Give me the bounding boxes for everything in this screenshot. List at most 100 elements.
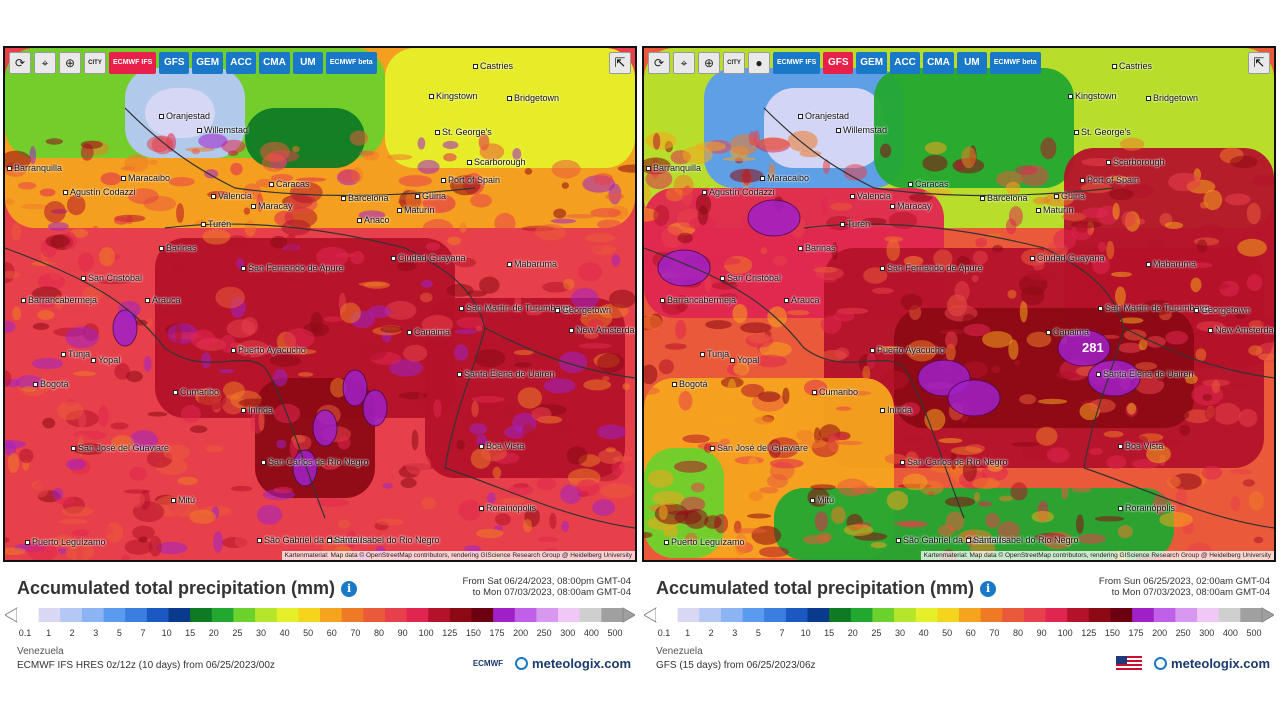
city-label: Georgetown bbox=[1194, 306, 1250, 315]
city-label: Ciudad Guayana bbox=[1030, 254, 1105, 263]
city-label: Maracay bbox=[890, 202, 932, 211]
color-scale-ticks: 0.1 1 2 3 5 7 10 15 20 25 30 40 50 60 70 80 90 100 125 150 1… bbox=[644, 628, 1274, 640]
model-button-cma[interactable]: CMA bbox=[259, 52, 290, 74]
refresh-icon[interactable]: ⟳ bbox=[9, 52, 31, 74]
scale-tick-label: 2 bbox=[69, 628, 75, 638]
city-label: Inírida bbox=[241, 406, 273, 415]
city-label: Bridgetown bbox=[507, 94, 559, 103]
city-label: Agustín Codazzi bbox=[702, 188, 775, 197]
refresh-icon[interactable]: ⟳ bbox=[648, 52, 670, 74]
city-label: Arauca bbox=[784, 296, 820, 305]
city-label: Rorainópolis bbox=[479, 504, 536, 513]
scale-tick-label: 50 bbox=[942, 628, 953, 638]
scale-tick-label: 1 bbox=[46, 628, 52, 638]
model-button-ecmwf-ifs[interactable]: ECMWF IFS bbox=[109, 52, 157, 74]
city-label: Santa Elena de Uairen bbox=[457, 370, 555, 379]
model-button-um[interactable]: UM bbox=[292, 52, 323, 74]
model-button-gem[interactable]: GEM bbox=[856, 52, 888, 74]
precipitation-map-gfs[interactable]: ⟳ ⌖ ⊕ CITY ● ECMWF IFS GFS GEM ACC CMA UM ECMWF bet… bbox=[642, 46, 1276, 562]
city-label: San Carlos de Río Negro bbox=[261, 458, 369, 467]
share-icon[interactable]: ⇱ bbox=[609, 52, 631, 74]
model-button-gfs[interactable]: GFS bbox=[823, 52, 854, 74]
brand[interactable]: meteologix.com bbox=[1116, 656, 1270, 671]
info-icon[interactable]: i bbox=[980, 580, 997, 597]
city-label: Caracas bbox=[269, 180, 310, 189]
scale-tick-label: 300 bbox=[1199, 628, 1215, 638]
scale-tick-label: 400 bbox=[583, 628, 599, 638]
location-pin-icon[interactable]: ⌖ bbox=[673, 52, 695, 74]
city-toggle-icon[interactable]: CITY bbox=[84, 52, 106, 74]
scale-tick-label: 125 bbox=[442, 628, 458, 638]
city-label: San Cristóbal bbox=[81, 274, 142, 283]
model-button-gfs[interactable]: GFS bbox=[159, 52, 190, 74]
city-label: Maracaibo bbox=[760, 174, 809, 183]
scale-tick-label: 175 bbox=[1128, 628, 1144, 638]
scale-tick-label: 500 bbox=[607, 628, 623, 638]
city-toggle-icon[interactable]: CITY bbox=[723, 52, 745, 74]
meteologix-logo-icon bbox=[515, 657, 529, 670]
model-button-ecmwf-ifs[interactable]: ECMWF IFS bbox=[773, 52, 821, 74]
city-label: Turén bbox=[201, 220, 231, 229]
city-label: Puerto Leguízamo bbox=[664, 538, 745, 547]
scale-tick-label: 10 bbox=[161, 628, 172, 638]
scale-tick-label: 30 bbox=[255, 628, 267, 638]
color-scale-bar bbox=[5, 607, 635, 623]
brand[interactable]: ECMWF meteologix.com bbox=[473, 656, 631, 671]
city-label: Kingstown bbox=[429, 92, 478, 101]
precipitation-map-ecmwf[interactable]: ⟳ ⌖ ⊕ CITY ECMWF IFS GFS GEM ACC CMA UM ECMWF beta… bbox=[3, 46, 637, 562]
city-label: Mabaruma bbox=[507, 260, 557, 269]
legend-title: Accumulated total precipitation (mm) i bbox=[17, 578, 358, 599]
zoom-icon[interactable]: ⊕ bbox=[698, 52, 720, 74]
city-label: Maturín bbox=[397, 206, 435, 215]
scale-tick-label: 5 bbox=[755, 628, 761, 638]
info-icon[interactable]: i bbox=[341, 580, 358, 597]
city-label: Yopal bbox=[730, 356, 759, 365]
city-label: San Fernando de Apure bbox=[880, 264, 983, 273]
brand-name: meteologix.com bbox=[1171, 656, 1270, 671]
city-label: Willemstad bbox=[197, 126, 248, 135]
city-label: Puerto Leguízamo bbox=[25, 538, 106, 547]
city-label: San José del Guaviare bbox=[710, 444, 808, 453]
map-toolbar: ⟳ ⌖ ⊕ CITY ● ECMWF IFS GFS GEM ACC CMA UM ECMWF bet… bbox=[648, 52, 1041, 74]
circle-toggle-icon[interactable]: ● bbox=[748, 52, 770, 74]
model-button-cma[interactable]: CMA bbox=[923, 52, 954, 74]
city-label: Anaco bbox=[357, 216, 390, 225]
city-label: San Martín de Turumbang bbox=[1098, 304, 1210, 313]
model-button-um[interactable]: UM bbox=[956, 52, 987, 74]
ecmwf-logo-icon: ECMWF bbox=[472, 659, 504, 668]
model-button-ecmwf-beta[interactable]: ECMWF beta bbox=[989, 52, 1041, 74]
map-toolbar: ⟳ ⌖ ⊕ CITY ECMWF IFS GFS GEM ACC CMA UM ECMWF beta bbox=[9, 52, 377, 74]
location-pin-icon[interactable]: ⌖ bbox=[34, 52, 56, 74]
zoom-icon[interactable]: ⊕ bbox=[59, 52, 81, 74]
scale-tick-label: 175 bbox=[489, 628, 505, 638]
scale-tick-label: 10 bbox=[800, 628, 811, 638]
city-label: São Gabriel da Cachoeira bbox=[257, 536, 368, 545]
city-label: Turén bbox=[840, 220, 870, 229]
model-button-acc[interactable]: ACC bbox=[226, 52, 257, 74]
city-label: Georgetown bbox=[555, 306, 611, 315]
share-icon[interactable]: ⇱ bbox=[1248, 52, 1270, 74]
city-label: Castries bbox=[1112, 62, 1152, 71]
scale-tick-label: 150 bbox=[465, 628, 481, 638]
model-button-acc[interactable]: ACC bbox=[890, 52, 921, 74]
city-label: Castries bbox=[473, 62, 513, 71]
city-label: Barrancabermeja bbox=[21, 296, 97, 305]
city-label: St. George's bbox=[1074, 128, 1131, 137]
scale-tick-label: 250 bbox=[536, 628, 552, 638]
model-button-gem[interactable]: GEM bbox=[192, 52, 224, 74]
model-button-ecmwf-beta[interactable]: ECMWF beta bbox=[325, 52, 377, 74]
max-value-label: 281 bbox=[1082, 340, 1104, 355]
scale-tick-label: 400 bbox=[1222, 628, 1238, 638]
scale-tick-label: 5 bbox=[116, 628, 122, 638]
city-label: Yopal bbox=[91, 356, 120, 365]
city-label: São Gabriel da Cachoeira bbox=[896, 536, 1007, 545]
city-label: Valencia bbox=[850, 192, 891, 201]
city-label: Güiria bbox=[1054, 192, 1085, 201]
city-label: Puerto Ayacucho bbox=[231, 346, 306, 355]
city-label: Tunja bbox=[700, 350, 729, 359]
meteologix-logo-icon bbox=[1154, 657, 1168, 670]
forecast-period: From Sun 06/25/2023, 02:00am GMT-04 to M… bbox=[1098, 576, 1270, 598]
city-label: Mabaruma bbox=[1146, 260, 1196, 269]
scale-tick-label: 150 bbox=[1104, 628, 1120, 638]
city-label: Oranjestad bbox=[798, 112, 849, 121]
